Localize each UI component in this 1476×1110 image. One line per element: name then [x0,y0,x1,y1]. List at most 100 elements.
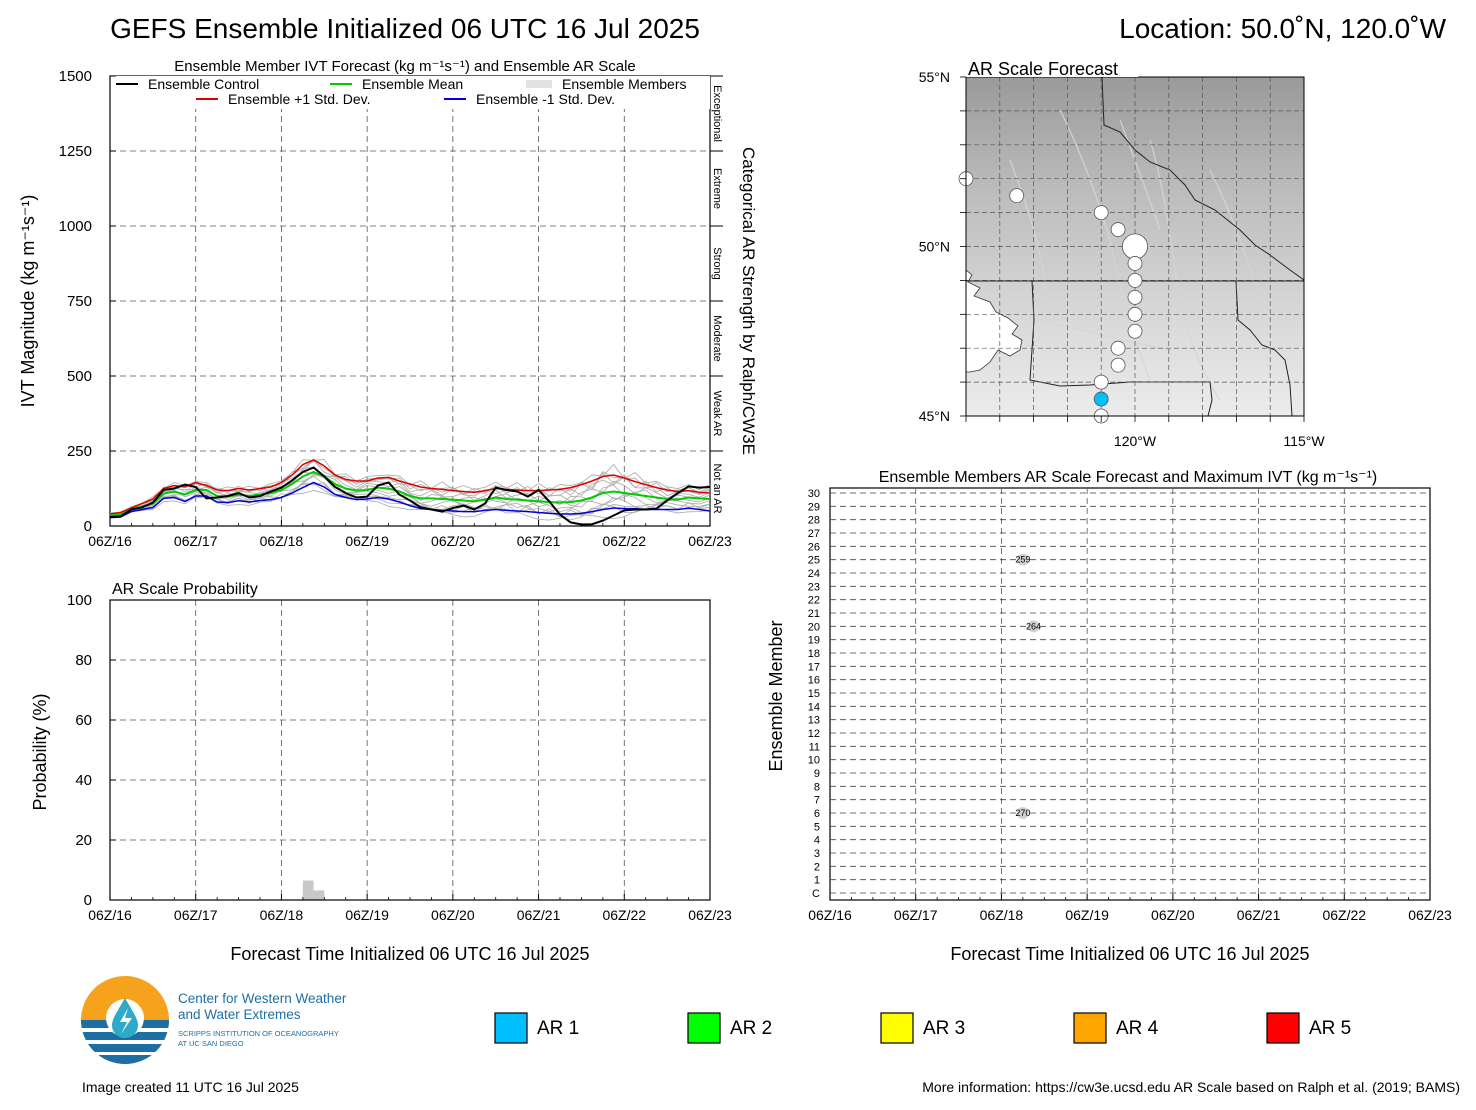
map-lon-label: 115°W [1283,433,1325,449]
members-title: Ensemble Members AR Scale Forecast and M… [879,469,1378,486]
category-label: Weak AR [711,391,723,437]
members-ytick-label: 15 [808,688,820,700]
category-label: Moderate [711,315,723,361]
members-ytick-label: 13 [808,715,820,727]
ivt-ytick-label: 1500 [59,68,92,85]
prob-xtick-label: 06Z/23 [688,907,732,923]
members-xtick-label: 06Z/20 [1151,907,1195,923]
ar-legend-label: AR 5 [1309,1018,1351,1039]
members-ytick-label: 3 [814,848,820,860]
legend-label: Ensemble Members [562,76,687,92]
ar-legend-swatch [1266,1012,1300,1044]
category-label: Strong [711,247,723,279]
prob-xlabel: Forecast Time Initialized 06 UTC 16 Jul … [230,944,589,964]
ar-legend-label: AR 1 [537,1018,579,1039]
ar-legend-label: AR 2 [730,1018,772,1039]
ivt-legend-bg [111,76,710,109]
prob-xtick-label: 06Z/16 [88,907,132,923]
members-frame [829,487,1431,901]
ivt-legend: Ensemble Control Ensemble Mean Ensemble Me… [116,76,687,107]
map-ar-point [1093,205,1109,221]
logo-line2: and Water Extremes [178,1007,301,1022]
prob-title: AR Scale Probability [112,581,258,598]
map-title-bg [966,58,1138,77]
map-province-border [1101,76,1305,281]
main-title: GEFS Ensemble Initialized 06 UTC 16 Jul … [110,13,700,44]
ivt-xtick-label: 06Z/20 [431,533,475,549]
ivt-xtick-label: 06Z/16 [88,533,132,549]
ivt-xtick-label: 06Z/17 [174,533,218,549]
ivt-xtick-label: 06Z/18 [260,533,304,549]
ivt-series-ensemble-1-std-dev- [109,459,711,515]
probability-chart: 0 20 40 60 80 100 06Z/16 06Z/17 06Z/18 06Z/19 06Z/… [30,581,732,964]
members-ytick-label: 28 [808,515,820,527]
members-ytick-label: 19 [808,635,820,647]
map-ar-point [1127,289,1143,305]
map-ar-point [1093,391,1109,407]
members-ytick-label: 8 [814,781,820,793]
members-ytick-label: 7 [814,795,820,807]
member-marker [1027,620,1040,633]
members-ylabel: Ensemble Member [766,620,786,771]
prob-ylabel: Probability (%) [30,693,50,810]
ivt-xtick-label: 06Z/22 [602,533,646,549]
member-max-ivt-label: 259 [1015,555,1030,565]
members-ytick-label: 21 [808,608,820,620]
prob-xtick-label: 06Z/18 [260,907,304,923]
ivt-title: Ensemble Member IVT Forecast (kg m⁻¹s⁻¹)… [174,58,636,75]
member-marker [1016,807,1029,819]
map-state-border-east [1235,280,1293,417]
members-ytick-label: 2 [814,861,820,873]
prob-xtick-label: 06Z/20 [431,907,475,923]
ivt-ytick-label: 750 [67,293,92,310]
member-max-ivt-label: 264 [1026,621,1041,631]
members-xtick-label: 06Z/22 [1322,907,1366,923]
image-created-label: Image created 11 UTC 16 Jul 2025 [82,1079,299,1095]
map-coast [965,269,1023,373]
ivt-ylabel: IVT Magnitude (kg m⁻¹s⁻¹) [18,195,38,408]
logo-wave-3 [90,1052,160,1055]
more-info-label: More information: https://cw3e.ucsd.edu … [922,1079,1460,1095]
members-ytick-label: 30 [808,488,820,500]
prob-ytick-label: 0 [84,892,92,909]
ar-legend-swatch [494,1012,528,1044]
map-lat-label: 55°N [919,69,950,85]
map-lon-label: 120°W [1114,433,1157,449]
map-lat-label: 50°N [919,239,950,255]
prob-ytick-label: 40 [75,772,92,789]
map-ar-point [1009,188,1025,204]
members-ytick-label: 6 [814,808,820,820]
map-ar-point [1093,374,1109,390]
members-xtick-label: 06Z/17 [894,907,938,923]
members-xtick-label: 06Z/21 [1237,907,1281,923]
ar-scale-map: 45°N 50°N 55°N 120°W 115°W AR Scale Forecast [919,58,1325,449]
prob-xtick-label: 06Z/17 [174,907,218,923]
map-ar-point [1127,323,1143,339]
ivt-xtick-label: 06Z/23 [688,533,732,549]
logo-line4: AT UC SAN DIEGO [178,1039,244,1048]
ivt-member-line [109,459,711,515]
lightning-icon [120,1008,132,1034]
cw3e-logo: Center for Western Weather and Water Ext… [81,976,347,1064]
members-ytick-label: 10 [808,755,820,767]
ar-legend-label: AR 4 [1116,1018,1159,1039]
prob-frame [109,599,711,901]
map-lat-label: 45°N [919,408,950,424]
category-label: Extreme [711,168,723,209]
ivt-series-ensemble-control [109,466,711,526]
members-ytick-label: 26 [808,541,820,553]
ivt-ytick-label: 0 [84,518,92,535]
prob-ytick-label: 20 [75,832,92,849]
prob-bar [302,880,314,900]
ar-scale-legend: AR 1 AR 2 AR 3 AR 4 AR 5 [494,1012,1351,1044]
map-ar-point [1110,357,1126,373]
ivt-xtick-label: 06Z/21 [517,533,561,549]
location-label: Location: 50.0˚N, 120.0˚W [1119,13,1446,44]
prob-xtick-label: 06Z/22 [602,907,646,923]
map-title: AR Scale Forecast [968,59,1118,79]
ar-legend-label: AR 3 [923,1018,965,1039]
ivt-chart: Ensemble Control Ensemble Mean Ensemble Me… [18,58,758,549]
members-ytick-label: 22 [808,595,820,607]
